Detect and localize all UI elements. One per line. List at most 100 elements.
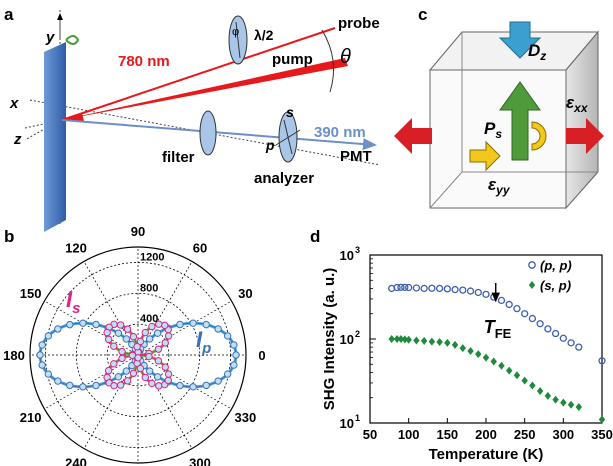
point-sp — [401, 335, 408, 344]
polar-point — [54, 325, 62, 333]
panel-a: a y x z probe 780 nm pump λ — [4, 5, 381, 232]
point-pp — [393, 283, 401, 292]
point-pp — [528, 314, 537, 323]
polar-point — [161, 363, 169, 371]
polar-point — [92, 320, 100, 329]
y-tick-exponent: 3 — [355, 245, 360, 255]
exx-arrow-right — [566, 118, 604, 154]
polar-point — [223, 332, 232, 340]
ps-arrow — [499, 81, 541, 161]
polar-point — [38, 341, 46, 349]
radial-tick-label: 800 — [140, 282, 158, 294]
point-sp — [436, 338, 443, 347]
point-sp — [490, 357, 497, 366]
panel-c-label: c — [418, 5, 427, 24]
polar-point — [54, 377, 62, 385]
legend-label: (p, p) — [540, 258, 572, 273]
polar-spoke — [137, 300, 232, 356]
polar-labels: 4008001200030609012015018021024027030033… — [3, 224, 265, 466]
dz-arrow — [498, 21, 542, 59]
filter-label: filter — [162, 149, 195, 166]
polar-point — [176, 381, 184, 390]
x-tick-label: 100 — [398, 427, 420, 442]
panel-a-label: a — [4, 5, 14, 24]
pump-label: pump — [272, 51, 313, 68]
point-sp — [560, 398, 567, 407]
polar-point — [154, 357, 163, 365]
point-pp — [443, 285, 451, 293]
point-sp — [428, 337, 436, 346]
polar-point — [202, 381, 210, 390]
point-sp — [552, 395, 559, 404]
polar-spoke — [44, 300, 139, 356]
polar-point — [155, 382, 163, 390]
theta-label: θ — [340, 46, 351, 68]
point-pp — [521, 310, 529, 318]
point-sp — [393, 335, 401, 343]
polar-point — [116, 321, 125, 329]
polar-point — [118, 347, 126, 356]
polar-spoke — [137, 354, 232, 410]
angle-tick-label: 30 — [238, 286, 252, 301]
x-tick-label: 50 — [363, 427, 377, 442]
point-pp — [435, 284, 444, 293]
x-tick-label: 150 — [436, 427, 458, 442]
polar-point — [38, 361, 46, 369]
x-tick-label: 250 — [514, 427, 536, 442]
panel-c: c Dz εxx Ps εyy — [394, 5, 604, 210]
polar-series — [36, 319, 240, 391]
point-sp — [498, 361, 505, 370]
polar-point — [66, 320, 74, 329]
z-axis-line — [24, 119, 61, 141]
point-pp — [505, 300, 513, 309]
polar-point — [145, 367, 154, 375]
halfwave-label: λ/2 — [254, 27, 274, 43]
tfe-label: TFE — [484, 317, 512, 341]
polar-point — [129, 369, 138, 377]
polar-point — [230, 341, 238, 349]
panel-b: b 40080012000306090120150180210240270300… — [3, 224, 265, 466]
polar-point — [153, 329, 162, 337]
point-sp — [536, 387, 544, 396]
polar-point — [148, 322, 156, 331]
point-sp — [567, 400, 575, 409]
angle-tick-label: 150 — [20, 286, 42, 301]
halfwave-axis — [235, 21, 241, 59]
polar-point — [136, 364, 145, 373]
sample-plate — [44, 42, 66, 232]
angle-tick-label: 120 — [65, 241, 87, 256]
eyy-label: εyy — [488, 175, 511, 197]
polar-point — [79, 383, 87, 391]
polar-point — [160, 321, 169, 330]
point-pp — [559, 334, 567, 342]
polar-point — [164, 370, 173, 378]
polar-point — [161, 339, 169, 347]
polar-point — [36, 351, 44, 359]
polar-point — [145, 335, 154, 343]
point-pp — [575, 343, 583, 351]
pump-beam-tip — [62, 113, 84, 121]
analyzer-axis-p — [275, 129, 301, 146]
polar-point — [129, 333, 138, 341]
point-pp — [397, 283, 405, 291]
cube-back-edge-d — [429, 171, 463, 209]
radial-tick-label: 400 — [140, 313, 158, 325]
polar-point — [44, 370, 53, 378]
point-pp — [474, 288, 482, 297]
point-sp — [388, 335, 395, 343]
point-pp — [598, 357, 606, 365]
probe-beam — [61, 27, 336, 121]
polar-point — [154, 345, 163, 353]
y-tick-exponent: 1 — [355, 413, 360, 423]
polar-point — [148, 379, 156, 388]
legend-label: (s, p) — [540, 278, 571, 293]
pmt-label: PMT — [340, 148, 372, 165]
polar-point — [79, 319, 87, 327]
rotation-icon — [65, 35, 80, 45]
radial-tick-label: 1200 — [140, 251, 164, 263]
polar-point — [110, 381, 118, 390]
y-axis-label: SHG Intensity (a. u.) — [321, 268, 338, 411]
theta-arc — [321, 29, 335, 93]
point-pp — [567, 339, 575, 347]
point-pp — [513, 304, 521, 313]
